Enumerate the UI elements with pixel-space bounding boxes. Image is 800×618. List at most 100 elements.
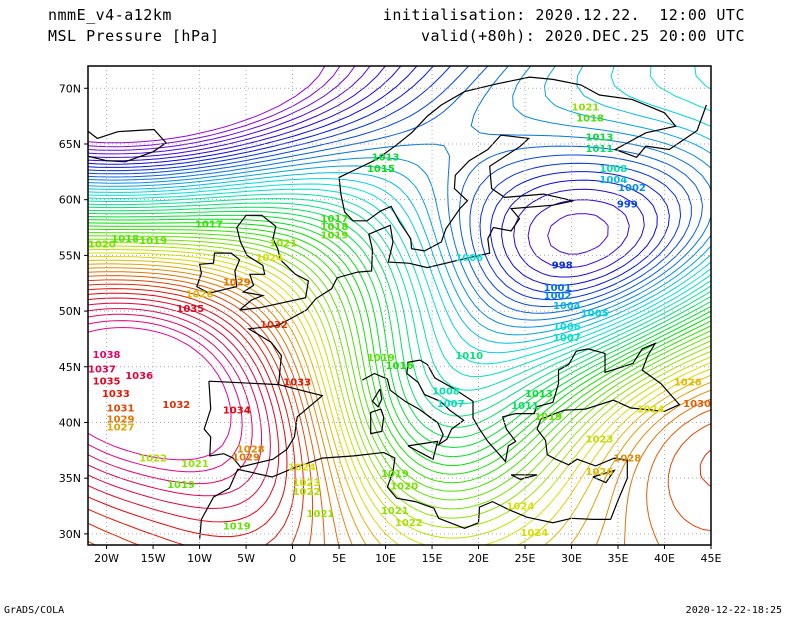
coastline: [510, 474, 538, 480]
coastline: [592, 469, 616, 484]
isobar-label: 1022: [139, 453, 167, 464]
isobar-label: 1022: [395, 518, 423, 529]
isobar-line: [88, 66, 682, 301]
isobar-label: 1007: [553, 333, 581, 344]
lon-tick-label: 20E: [468, 552, 489, 565]
isobar-line: [88, 279, 711, 545]
lat-tick-label: 50N: [59, 305, 81, 318]
isobar-line: [88, 242, 711, 519]
lon-tick-label: 15E: [422, 552, 443, 565]
isobar-label: 1022: [293, 487, 321, 498]
isobar-label: 1002: [544, 291, 572, 302]
isobar-label: 1004: [599, 175, 627, 186]
isobar-line: [88, 235, 711, 501]
isobar-line: [88, 66, 711, 321]
isobar-line: [88, 214, 711, 448]
lon-tick-label: 10E: [375, 552, 396, 565]
isobar-label: 1002: [618, 183, 646, 194]
isobar-line: [88, 66, 356, 151]
isobar-label: 1024: [520, 528, 548, 539]
isobar-label: 1021: [381, 506, 409, 517]
isobar-label: 1017: [320, 214, 348, 225]
coastline: [362, 359, 465, 447]
lon-tick-label: 40E: [654, 552, 675, 565]
coastline: [203, 380, 324, 468]
map-frame: [87, 65, 712, 546]
isobar-label: 1015: [367, 164, 395, 175]
isobar-label: 1007: [437, 399, 465, 410]
isobar-line: [88, 206, 711, 428]
isobar-label: 1006: [553, 322, 581, 333]
isobar-label: 1021: [181, 459, 209, 470]
render-timestamp: 2020-12-22-18:25: [685, 605, 782, 616]
isobar-label: 1018: [576, 114, 604, 125]
isobar-label: 1011: [585, 144, 613, 155]
isobar-line: [88, 249, 711, 539]
isobar-label: 1019: [320, 231, 348, 242]
isobar-label: 1034: [223, 406, 251, 417]
isobar-label: 1026: [585, 467, 613, 478]
isobar-label: 1029: [107, 414, 135, 425]
isobar-label: 1029: [223, 277, 251, 288]
valid-time: valid(+80h): 2020.DEC.25 20:00 UTC: [420, 27, 745, 45]
isobar-line: [88, 66, 341, 148]
isobar-label: 1023: [585, 435, 613, 446]
isobar-label: 1030: [683, 399, 711, 410]
isobar-label: 1013: [585, 133, 613, 144]
isobar-label: 1005: [581, 309, 609, 320]
coastline: [407, 440, 439, 461]
isobar-line: [88, 66, 658, 286]
isobar-label: 1035: [93, 377, 121, 388]
isobar-label: 1006: [455, 253, 483, 264]
isobar-label: 1019: [223, 521, 251, 532]
isobar-label: 1028: [237, 445, 265, 456]
isobar-label: 1013: [372, 153, 400, 164]
isobar-line: [88, 202, 711, 417]
isobar-label: 1018: [320, 222, 348, 233]
isobar-line: [88, 66, 692, 307]
isobar-label: 1028: [613, 453, 641, 464]
isobar-label: 1008: [599, 164, 627, 175]
isobar-label: 1024: [255, 253, 283, 264]
isobar-label: 1019: [139, 236, 167, 247]
isobar-line: [88, 259, 711, 545]
isobar-label: 1021: [307, 509, 335, 520]
isobar-line: [88, 245, 711, 529]
lat-tick-label: 30N: [59, 528, 81, 541]
coastline: [371, 388, 383, 408]
isobar-label: 1004: [553, 301, 581, 312]
isobar-label: 1036: [125, 371, 153, 382]
isobar-line: [88, 327, 232, 461]
isobar-label: 1024: [288, 462, 316, 473]
isobar-line: [88, 66, 703, 314]
lat-tick-label: 60N: [59, 194, 81, 207]
isobar-line: [88, 66, 711, 378]
software-credit: GrADS/COLA: [4, 605, 65, 616]
lon-tick-label: 5E: [332, 552, 346, 565]
isobar-label: 1001: [544, 283, 572, 294]
isobar-label: 1031: [107, 403, 135, 414]
coastline: [338, 76, 707, 252]
lat-tick-label: 35N: [59, 472, 81, 485]
isobar-label: 1013: [525, 389, 553, 400]
lat-tick-label: 65N: [59, 138, 81, 151]
isobar-label: 1026: [674, 378, 702, 389]
coastline: [370, 408, 385, 435]
isobar-label: 1027: [107, 422, 135, 433]
isobar-label: 1035: [176, 304, 204, 315]
isobar-label: 1026: [186, 290, 214, 301]
initialisation-time: initialisation: 2020.12.22. 12:00 UTC: [382, 6, 745, 24]
isobar-line: [88, 232, 711, 492]
lat-tick-label: 45N: [59, 361, 81, 374]
lat-tick-label: 40N: [59, 416, 81, 429]
isobar-line: [88, 275, 711, 545]
isobar-label: 1033: [102, 389, 130, 400]
lon-tick-label: 45E: [701, 552, 722, 565]
lon-tick-label: 35E: [608, 552, 629, 565]
isobar-label: 1019: [167, 480, 195, 491]
isobar-label: 1019: [534, 412, 562, 423]
isobar-line: [88, 238, 711, 510]
isobar-line: [88, 66, 609, 255]
coastline: [247, 200, 574, 385]
